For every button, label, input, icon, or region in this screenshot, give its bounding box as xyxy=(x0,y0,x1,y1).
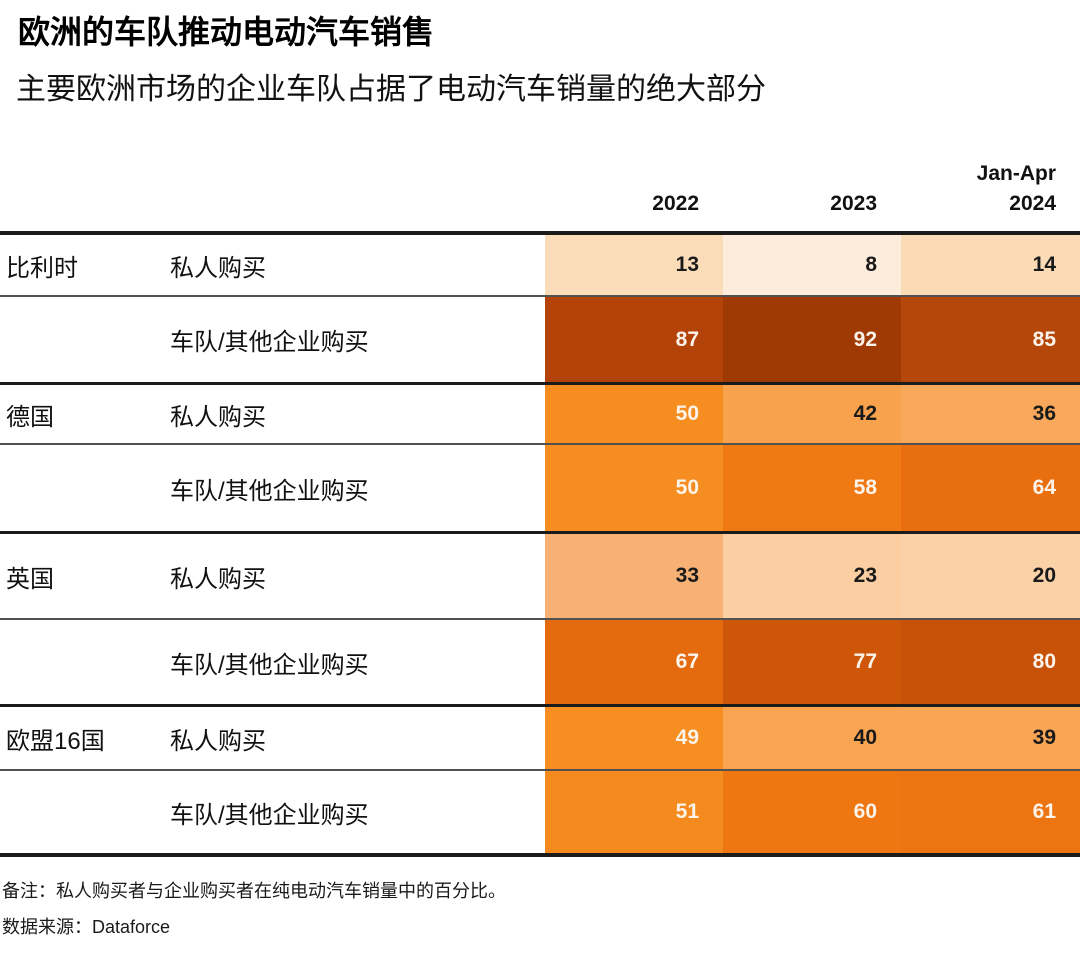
heatmap-cell: 50 xyxy=(545,385,723,444)
column-headers: 2022 2023 Jan-Apr 2024 xyxy=(0,159,1080,219)
category-label: 私人购买 xyxy=(170,565,266,593)
country-label: 英国 xyxy=(6,565,54,593)
table-row: 车队/其他企业购买 67 77 80 xyxy=(0,618,1080,705)
heatmap-cell: 13 xyxy=(545,235,723,296)
country-group-eu16: 欧盟16国 私人购买 49 40 39 车队/其他企业购买 51 60 61 xyxy=(0,707,1080,858)
table-row: 欧盟16国 私人购买 49 40 39 xyxy=(0,707,1080,770)
heatmap-cell: 49 xyxy=(545,707,723,770)
country-group-belgium: 比利时 私人购买 13 8 14 车队/其他企业购买 87 92 85 xyxy=(0,235,1080,386)
table-row: 车队/其他企业购买 50 58 64 xyxy=(0,443,1080,532)
column-header-2024: Jan-Apr 2024 xyxy=(976,162,1056,216)
country-label: 德国 xyxy=(6,403,54,431)
footnote: 备注：私人购买者与企业购买者在纯电动汽车销量中的百分比。 xyxy=(2,881,506,902)
heatmap-cell: 42 xyxy=(723,385,901,444)
heatmap-cell: 85 xyxy=(901,297,1080,383)
heatmap-cell: 36 xyxy=(901,385,1080,444)
heatmap-cell: 51 xyxy=(545,771,723,854)
heatmap-cell: 92 xyxy=(723,297,901,383)
country-label: 欧盟16国 xyxy=(6,727,105,755)
country-group-germany: 德国 私人购买 50 42 36 车队/其他企业购买 50 58 64 xyxy=(0,385,1080,535)
table-row: 车队/其他企业购买 87 92 85 xyxy=(0,295,1080,383)
category-label: 车队/其他企业购买 xyxy=(170,329,369,357)
category-label: 私人购买 xyxy=(170,254,266,282)
heatmap-cell: 33 xyxy=(545,534,723,619)
table-row: 比利时 私人购买 13 8 14 xyxy=(0,235,1080,296)
table-row: 车队/其他企业购买 51 60 61 xyxy=(0,769,1080,854)
category-label: 车队/其他企业购买 xyxy=(170,651,369,679)
heatmap-cell: 87 xyxy=(545,297,723,383)
heatmap-cell: 80 xyxy=(901,620,1080,705)
heatmap-cell: 14 xyxy=(901,235,1080,296)
category-label: 私人购买 xyxy=(170,727,266,755)
heatmap-cell: 61 xyxy=(901,771,1080,854)
heatmap-cell: 20 xyxy=(901,534,1080,619)
category-label: 车队/其他企业购买 xyxy=(170,801,369,829)
page-title: 欧洲的车队推动电动汽车销售 xyxy=(18,14,435,50)
heatmap-cell: 23 xyxy=(723,534,901,619)
heatmap-cell: 39 xyxy=(901,707,1080,770)
category-label: 私人购买 xyxy=(170,403,266,431)
heatmap-cell: 77 xyxy=(723,620,901,705)
data-source: 数据来源：Dataforce xyxy=(2,917,171,938)
heatmap-table: 比利时 私人购买 13 8 14 车队/其他企业购买 87 92 85 德国 私… xyxy=(0,231,1080,858)
heatmap-cell: 40 xyxy=(723,707,901,770)
country-group-uk: 英国 私人购买 33 23 20 车队/其他企业购买 67 77 80 xyxy=(0,534,1080,708)
column-header-2022: 2022 xyxy=(652,192,699,216)
heatmap-cell: 50 xyxy=(545,445,723,532)
table-row: 英国 私人购买 33 23 20 xyxy=(0,534,1080,619)
heatmap-cell: 64 xyxy=(901,445,1080,532)
table-row: 德国 私人购买 50 42 36 xyxy=(0,385,1080,444)
heatmap-cell: 58 xyxy=(723,445,901,532)
page-subtitle: 主要欧洲市场的企业车队占据了电动汽车销量的绝大部分 xyxy=(16,72,766,106)
heatmap-cell: 8 xyxy=(723,235,901,296)
heatmap-cell: 60 xyxy=(723,771,901,854)
heatmap-cell: 67 xyxy=(545,620,723,705)
country-label: 比利时 xyxy=(6,254,78,282)
category-label: 车队/其他企业购买 xyxy=(170,477,369,505)
column-header-2023: 2023 xyxy=(830,192,877,216)
